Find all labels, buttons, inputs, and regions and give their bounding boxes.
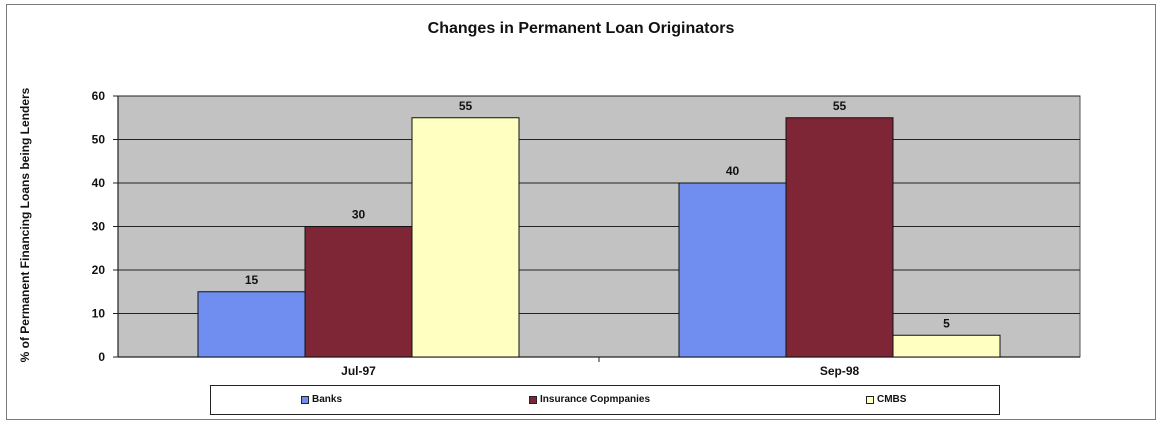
data-label: 40 xyxy=(726,164,740,178)
x-tick-label: Sep-98 xyxy=(820,364,860,378)
legend-label: CMBS xyxy=(877,394,907,405)
legend-item: CMBS xyxy=(866,394,906,405)
data-label: 30 xyxy=(352,208,366,222)
legend-item: Banks xyxy=(301,394,342,405)
legend-label: Banks xyxy=(312,394,343,405)
legend-item: Insurance Copmpanies xyxy=(529,394,650,405)
y-tick-label: 60 xyxy=(92,89,106,103)
data-label: 5 xyxy=(943,316,950,330)
data-label: 55 xyxy=(459,99,473,113)
data-label: 15 xyxy=(245,273,259,287)
legend-label: Insurance Copmpanies xyxy=(540,394,651,405)
y-tick-label: 40 xyxy=(92,176,106,190)
legend-swatch xyxy=(866,395,874,404)
legend-swatch xyxy=(301,395,309,404)
y-tick-label: 30 xyxy=(92,220,106,234)
legend-swatch xyxy=(529,395,537,404)
y-tick-label: 10 xyxy=(92,307,106,321)
y-tick-label: 50 xyxy=(92,133,106,147)
chart-title: Changes in Permanent Loan Originators xyxy=(427,20,735,37)
bar xyxy=(892,334,1001,358)
x-tick-label: Jul-97 xyxy=(341,364,376,378)
bar xyxy=(197,291,306,358)
bar xyxy=(411,117,520,358)
y-tick-label: 0 xyxy=(98,350,105,364)
y-tick-label: 20 xyxy=(92,263,106,277)
chart-legend: Banks Insurance Copmpanies CMBS xyxy=(210,385,1000,415)
bar xyxy=(304,226,413,358)
bar xyxy=(678,182,787,358)
bar xyxy=(785,117,894,358)
data-label: 55 xyxy=(833,99,847,113)
